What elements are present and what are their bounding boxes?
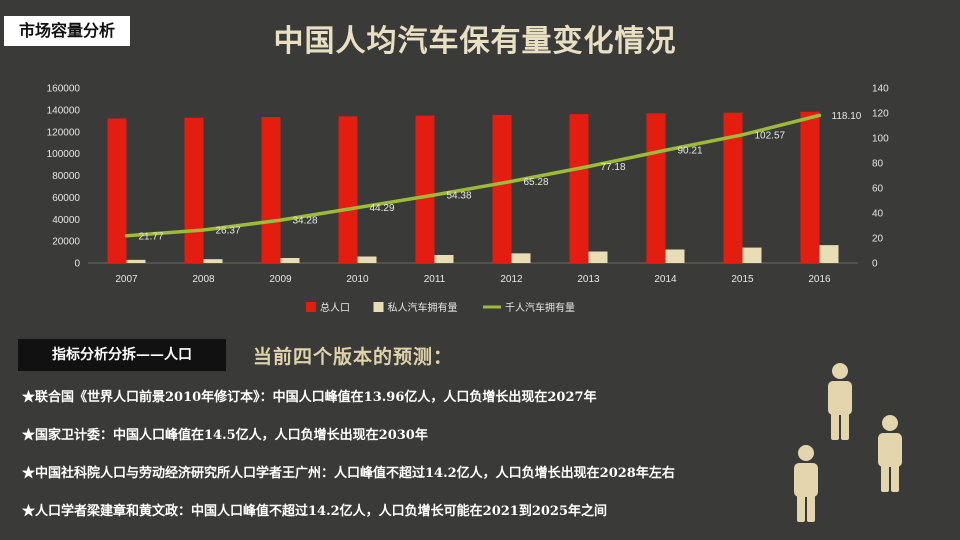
x-tick-label: 2014 [654,274,677,285]
bar-population [415,115,435,263]
line-point [202,228,205,232]
line-data-label: 26.37 [216,226,241,237]
x-tick-label: 2010 [346,274,369,285]
line-point [587,165,590,169]
y-right-tick-label: 20 [872,234,884,245]
y-right-tick-label: 120 [872,109,889,120]
person-icon [878,415,902,492]
analysis-heading: 当前四个版本的预测： [253,346,454,368]
people-illustration [794,363,902,522]
x-tick-label: 2016 [808,274,831,285]
prediction-item: ★联合国《世界人口前景2010年修订本》：中国人口峰值在13.96亿人，人口负增… [22,390,597,405]
person-icon [828,363,852,440]
chart: 0 20000 40000 60000 80000 100000 120000 140000 1… [47,84,889,315]
x-tick-label: 2008 [192,274,215,285]
line-point [818,113,821,117]
prediction-item: ★人口学者梁建章和黄文政：中国人口峰值不超过14.2亿人，人口负增长可能在202… [22,504,608,519]
line-data-label: 54.38 [447,191,472,202]
bar-private-cars [126,259,146,263]
y-left-tick-label: 0 [74,259,80,270]
line-data-label: 44.29 [370,203,395,214]
line-point [279,218,282,222]
legend-swatch [373,302,384,312]
bar-population [184,117,204,263]
bar-population [800,111,820,263]
line-data-label: 21.77 [139,231,164,242]
bar-private-cars [357,256,377,263]
x-tick-label: 2012 [500,274,523,285]
x-tick-label: 2015 [731,274,754,285]
x-tick-label: 2011 [424,274,446,285]
bar-private-cars [588,251,608,263]
prediction-list: ★联合国《世界人口前景2010年修订本》：中国人口峰值在13.96亿人，人口负增… [22,387,802,539]
y-right-tick-label: 40 [872,209,884,220]
chart-title: 中国人均汽车保有量变化情况 [273,24,677,59]
person-icon [794,445,818,522]
legend-swatch [306,302,316,312]
line-point [664,148,667,152]
y-right-tick-label: 60 [872,184,884,195]
line-data-label: 102.57 [755,130,786,141]
bar-population [646,113,666,263]
bar-population [492,114,512,263]
x-tick-label: 2013 [577,274,600,285]
line-data-label: 90.21 [678,146,703,157]
y-left-tick-label: 140000 [47,105,81,116]
x-tick-label: 2009 [269,274,292,285]
y-right-tick-label: 80 [872,159,884,170]
line-point [433,193,436,197]
legend-label: 私人汽车拥有量 [388,301,458,314]
line-data-label: 118.10 [832,111,862,122]
y-right-tick-label: 140 [872,84,889,95]
legend-label: 千人汽车拥有量 [505,301,575,314]
line-point [510,179,513,183]
y-left-tick-label: 100000 [47,149,81,160]
bar-population [338,116,358,263]
line-point [125,234,128,238]
line-data-label: 77.18 [601,162,626,173]
bar-private-cars [203,259,223,263]
y-right-tick-label: 100 [872,134,889,145]
prediction-item: ★中国社科院人口与劳动经济研究所人口学者王广州：人口峰值不超过14.2亿人，人口… [22,466,675,481]
y-left-tick-label: 40000 [52,215,80,226]
prediction-item: ★国家卫计委：中国人口峰值在14.5亿人，人口负增长出现在2030年 [22,428,428,443]
y-left-tick-label: 20000 [52,237,80,248]
bar-population [569,114,589,263]
bar-private-cars [434,254,454,263]
bar-private-cars [742,247,762,263]
section-tag: 市场容量分析 [4,16,130,46]
bar-private-cars [280,257,300,263]
y-left-tick-label: 60000 [52,193,80,204]
line-data-label: 34.28 [293,216,318,227]
bar-population [723,112,743,263]
line-cars-per-thousand [124,113,822,238]
analysis-tag: 指标分析分拆——人口 [18,339,226,371]
legend-label: 总人口 [320,301,350,314]
bar-private-cars [665,249,685,263]
y-left-tick-label: 80000 [52,171,80,182]
line-point [741,133,744,137]
bar-population [261,117,281,263]
bar-population [107,118,127,263]
line-point [356,206,359,210]
line-data-label: 65.28 [524,177,549,188]
y-left-tick-label: 120000 [47,127,81,138]
y-right-tick-label: 0 [872,259,878,270]
x-tick-label: 2007 [115,274,138,285]
y-left-tick-label: 160000 [47,84,81,95]
bar-private-cars [511,253,531,263]
bar-private-cars [819,245,839,263]
